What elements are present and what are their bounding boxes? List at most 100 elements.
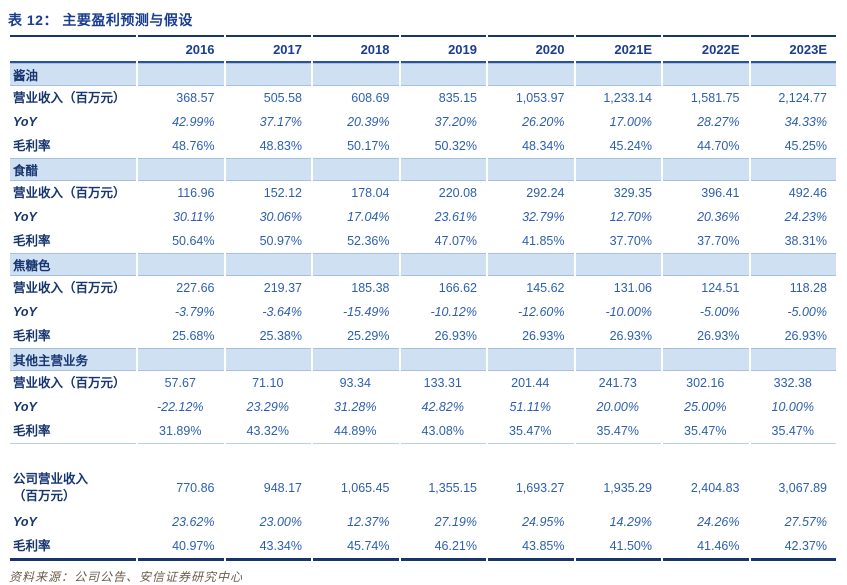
spacer-row [10, 443, 836, 466]
cell-value: 17.04% [347, 210, 390, 224]
cell-value: 38.31% [784, 234, 827, 248]
cell-value: 241.73 [598, 376, 637, 390]
cell-value: 35.47% [596, 424, 639, 438]
cell-value: 37.70% [609, 234, 652, 248]
cell-value: -12.60% [517, 305, 565, 319]
cell-value: 25.38% [259, 329, 302, 343]
cell-value: 43.34% [225, 534, 311, 561]
cell-value: 27.57% [784, 515, 827, 529]
data-row: 公司营业收入 （百万元） 770.86 948.17 1,065.45 1,355.15 1… [10, 466, 836, 510]
row-label-text: 营业收入（百万元） [13, 90, 126, 105]
cell-value: 50.32% [434, 139, 477, 153]
cell-value: 145.62 [526, 281, 565, 295]
cell-value: 23.61% [434, 210, 477, 224]
cell-value: 26.93% [522, 329, 565, 343]
cell-value: 27.19% [434, 515, 477, 529]
cell-value: 10.00% [771, 400, 814, 414]
cell-value: 23.00% [259, 515, 302, 529]
cell-value: 42.99% [172, 115, 215, 129]
row-label-text: 毛利率 [13, 328, 51, 343]
data-row: 毛利率 25.68% 25.38% 25.29% 26.93% 26.93% 26.93% 2… [10, 324, 836, 348]
cell-value: 93.34 [339, 376, 371, 390]
cell-value: 45.74% [313, 534, 399, 561]
row-label-text: 营业收入（百万元） [13, 280, 126, 295]
data-row: 营业收入（百万元） 116.96 152.12 178.04 220.08 292.24 3… [10, 181, 836, 205]
col-header-year: 2016 [138, 35, 224, 63]
cell-value: 1,935.29 [603, 481, 652, 495]
cell-value: -3.79% [174, 305, 215, 319]
section-band-row: 酱油 [10, 63, 836, 86]
row-label: YoY [10, 205, 136, 229]
row-label: 营业收入（百万元） [10, 86, 136, 110]
cell-value: 1,053.97 [515, 91, 565, 105]
cell-value: -10.12% [430, 305, 477, 319]
cell-value: 12.70% [609, 210, 652, 224]
cell-value: 25.68% [172, 329, 215, 343]
cell-value: 71.10 [252, 376, 284, 390]
col-header-year: 2023E [750, 35, 836, 63]
row-label-text: YoY [13, 399, 37, 414]
row-label-text: YoY [13, 304, 37, 319]
row-label: 公司营业收入 （百万元） [10, 466, 136, 510]
section-header: 其他主营业务 [10, 348, 136, 371]
data-row: 毛利率 50.64% 50.97% 52.36% 47.07% 41.85% 37.70% 3… [10, 229, 836, 253]
cell-value: 28.27% [697, 115, 740, 129]
band-cell [575, 158, 661, 181]
cell-value: 35.47% [771, 424, 814, 438]
cell-value: 3,067.89 [778, 481, 827, 495]
cell-value: 17.00% [609, 115, 652, 129]
section-band-row: 其他主营业务 [10, 348, 836, 371]
band-cell [488, 253, 574, 276]
cell-value: 23.62% [172, 515, 215, 529]
spacer-cell [663, 443, 749, 466]
cell-value: -22.12% [156, 400, 204, 414]
cell-value: 14.29% [609, 515, 652, 529]
band-cell [313, 253, 399, 276]
band-cell [663, 63, 749, 86]
band-cell [750, 158, 836, 181]
cell-value: 26.93% [609, 329, 652, 343]
row-label: 营业收入（百万元） [10, 181, 136, 205]
cell-value: 47.07% [434, 234, 477, 248]
cell-value: 37.20% [434, 115, 477, 129]
row-label: YoY [10, 510, 136, 534]
row-label: YoY [10, 300, 136, 324]
band-cell [313, 63, 399, 86]
cell-value: 219.37 [263, 281, 302, 295]
cell-value: 35.47% [509, 424, 552, 438]
cell-value: 220.08 [438, 186, 477, 200]
cell-value: 20.00% [596, 400, 639, 414]
cell-value: 42.37% [750, 534, 836, 561]
col-header-year: 2020 [488, 35, 574, 63]
cell-value: 1,355.15 [428, 481, 477, 495]
cell-value: 770.86 [176, 481, 215, 495]
cell-value: 166.62 [438, 281, 477, 295]
cell-value: 26.93% [697, 329, 740, 343]
cell-value: 45.24% [609, 139, 652, 153]
col-header-year: 2019 [400, 35, 486, 63]
cell-value: 2,404.83 [690, 481, 740, 495]
cell-value: 20.36% [697, 210, 740, 224]
cell-value: 44.89% [334, 424, 377, 438]
cell-value: 332.38 [773, 376, 812, 390]
spacer-cell [225, 443, 311, 466]
cell-value: 43.32% [246, 424, 289, 438]
cell-value: 131.06 [613, 281, 652, 295]
band-cell [663, 348, 749, 371]
cell-value: 133.31 [423, 376, 462, 390]
col-header-year: 2021E [575, 35, 661, 63]
cell-value: 34.33% [784, 115, 827, 129]
row-label-text: YoY [13, 114, 37, 129]
row-label-text2: （百万元） [13, 489, 76, 503]
cell-value: 48.83% [259, 139, 302, 153]
table-body: 酱油 营业收入（百万元） 368.57 505.58 608.69 835.15 1,053… [10, 63, 836, 561]
cell-value: 48.76% [172, 139, 215, 153]
cell-value: 24.26% [697, 515, 740, 529]
data-row: YoY 23.62% 23.00% 12.37% 27.19% 24.95% 14.29% 2… [10, 510, 836, 534]
cell-value: 20.39% [347, 115, 390, 129]
band-cell [488, 158, 574, 181]
band-cell [225, 63, 311, 86]
cell-value: 44.70% [697, 139, 740, 153]
section-header: 酱油 [10, 63, 136, 86]
cell-value: 41.50% [575, 534, 661, 561]
